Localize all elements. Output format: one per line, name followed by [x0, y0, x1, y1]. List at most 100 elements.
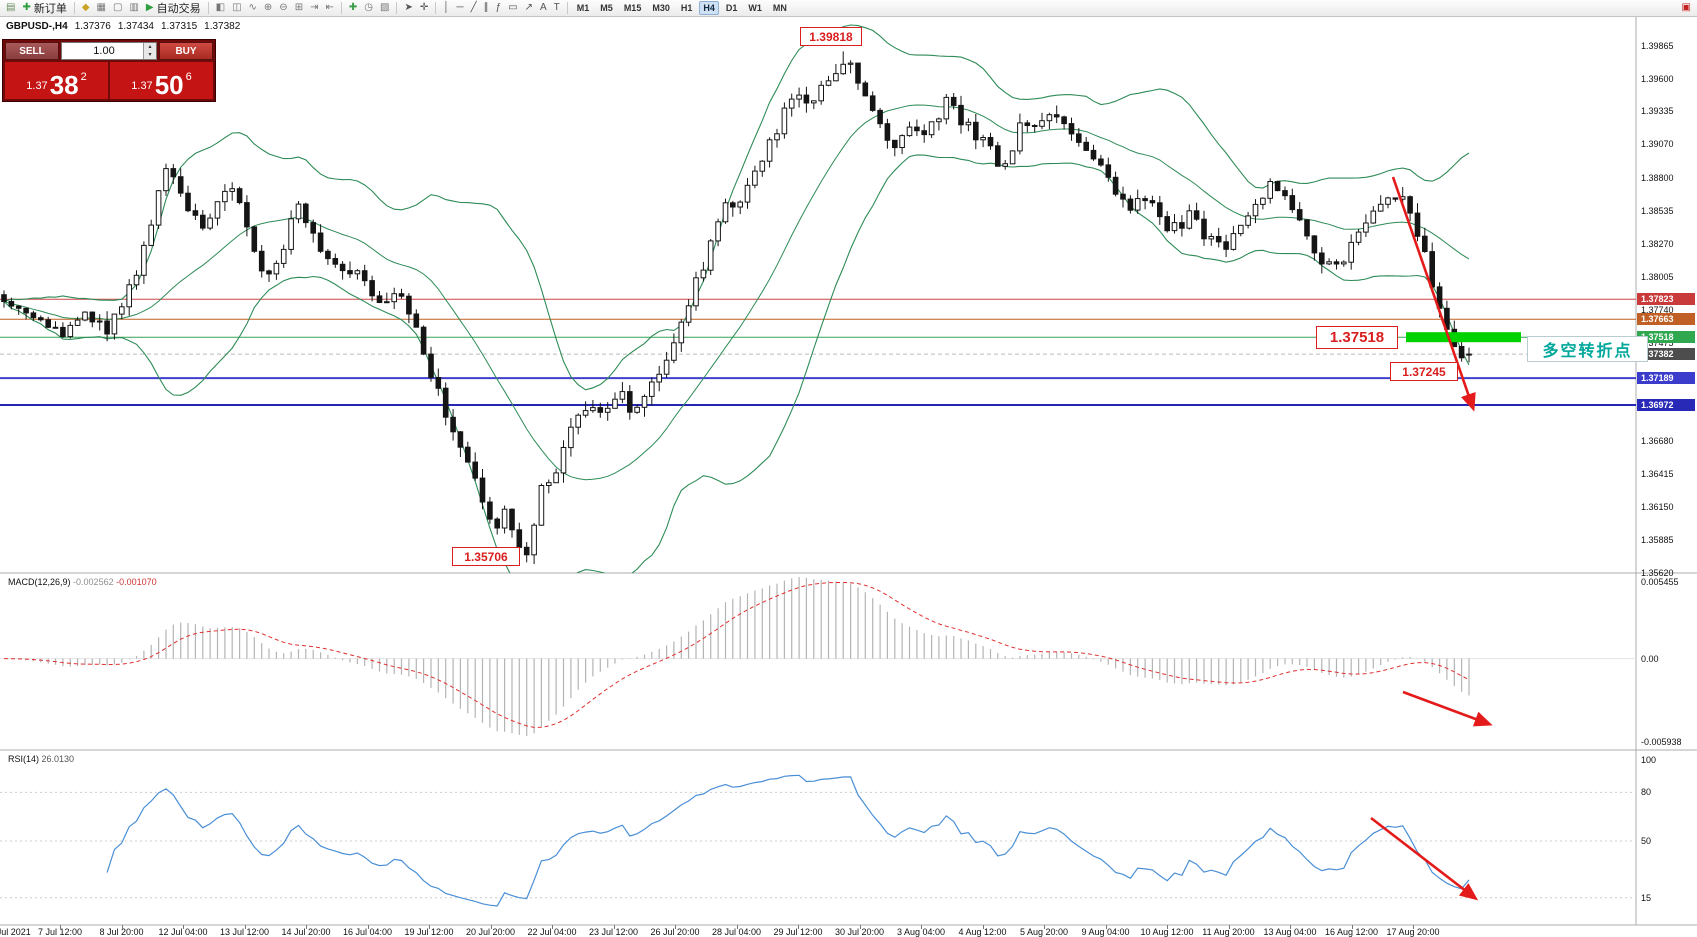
text-label-icon[interactable]: T — [551, 1, 563, 16]
price-axis-tick: 1.37475 — [1641, 338, 1674, 348]
timeframe-h4-button[interactable]: H4 — [699, 1, 719, 15]
price-axis-tick: 1.36415 — [1641, 469, 1674, 479]
rsi-axis-tick: 100 — [1641, 755, 1657, 765]
price-axis-tick: 1.38800 — [1641, 173, 1674, 183]
time-axis-tick — [736, 925, 738, 929]
indicators-icon[interactable]: ✚ — [346, 1, 360, 16]
text-tool-icon[interactable]: A — [537, 1, 550, 16]
note-callout[interactable]: 多空转折点 — [1527, 336, 1648, 362]
high-value: 1.37434 — [117, 21, 154, 32]
symbol-period-label: GBPUSD-,H4 — [6, 21, 68, 32]
time-axis-tick — [244, 925, 246, 929]
zoom-out-icon[interactable]: ⊖ — [276, 1, 290, 16]
sell-price-button[interactable]: 1.37 38 2 — [5, 62, 108, 99]
autotrade-button[interactable]: ▶ 自动交易 — [143, 1, 204, 16]
bar-chart-icon[interactable]: ◧ — [213, 1, 228, 16]
trendline-icon[interactable]: ╱ — [468, 1, 480, 16]
new-chart-icon[interactable]: ▤ — [3, 1, 18, 16]
price-axis-tick: 1.35885 — [1641, 535, 1674, 545]
volume-down-button[interactable]: ▾ — [144, 51, 156, 59]
time-axis-label: 3 Aug 04:00 — [896, 927, 946, 937]
shapes-icon: ▭ — [508, 2, 518, 13]
time-axis-tick — [859, 925, 861, 929]
buy-price-big: 50 — [154, 69, 184, 100]
volume-input[interactable] — [62, 44, 156, 58]
zoom-out-icon: ⊖ — [279, 2, 288, 13]
price-callout[interactable]: 1.39818 — [800, 27, 862, 46]
market-watch-icon[interactable]: ▦ — [94, 1, 109, 16]
timeframe-m15-button[interactable]: M15 — [623, 3, 642, 13]
low-value: 1.37315 — [161, 21, 198, 32]
price-callout[interactable]: 1.37245 — [1390, 362, 1458, 381]
templates-icon[interactable]: ▧ — [377, 1, 392, 16]
time-axis-tick — [1228, 925, 1230, 929]
time-axis-tick — [429, 925, 430, 929]
vertical-line-icon[interactable]: │ — [440, 1, 452, 16]
time-axis-label: 22 Jul 04:00 — [527, 927, 577, 937]
sell-price-prefix: 1.37 — [26, 80, 48, 92]
crosshair-icon[interactable]: ✛ — [417, 1, 431, 16]
crosshair-icon: ✛ — [419, 2, 429, 13]
auto-scroll-icon[interactable]: ⇥ — [307, 1, 321, 16]
volume-up-button[interactable]: ▴ — [144, 43, 156, 51]
macd-axis-tick: -0.005938 — [1641, 737, 1682, 747]
arrows-tool-icon: ↗ — [524, 2, 533, 13]
timeframe-m1-button[interactable]: M1 — [576, 3, 590, 13]
fibonacci-icon: ƒ — [495, 2, 502, 13]
price-callout[interactable]: 1.37518 — [1316, 326, 1398, 349]
time-axis-label: 16 Aug 12:00 — [1324, 927, 1379, 937]
profiles-icon[interactable]: ◆ — [79, 1, 93, 16]
autotrade-button-label: 自动交易 — [156, 3, 201, 15]
line-chart-icon[interactable]: ∿ — [246, 1, 260, 16]
toolbar-separator — [435, 2, 437, 14]
navigator-icon[interactable]: ▥ — [126, 1, 141, 16]
toolbar-separator — [566, 2, 568, 14]
rsi-axis-tick: 80 — [1641, 787, 1652, 797]
time-axis-tick — [798, 925, 799, 929]
volume-spinner: ▴ ▾ — [143, 43, 156, 59]
sell-button[interactable]: SELL — [5, 42, 59, 60]
shapes-icon[interactable]: ▭ — [505, 1, 520, 16]
time-axis-tick — [552, 925, 553, 929]
arrows-tool-icon[interactable]: ↗ — [522, 1, 536, 16]
new-order-button[interactable]: ✚ 新订单 — [19, 1, 69, 16]
indicators-icon: ✚ — [348, 2, 358, 13]
time-axis-tick — [1044, 925, 1045, 929]
price-callout[interactable]: 1.35706 — [452, 547, 520, 566]
zoom-in-icon[interactable]: ⊕ — [261, 1, 275, 16]
data-window-icon[interactable]: ▢ — [110, 1, 125, 16]
time-axis-label: 29 Jul 12:00 — [773, 927, 823, 937]
time-axis-label: 5 Aug 20:00 — [1019, 927, 1069, 937]
time-axis-label: 16 Jul 04:00 — [342, 927, 393, 937]
timeframe-mn-button[interactable]: MN — [772, 3, 787, 13]
fibonacci-icon[interactable]: ƒ — [493, 1, 505, 16]
toolbar-separator — [73, 2, 75, 14]
chart-shift-icon[interactable]: ⇤ — [322, 1, 336, 16]
cursor-icon[interactable]: ➤ — [401, 1, 415, 16]
tile-windows-icon[interactable]: ⊞ — [292, 1, 306, 16]
price-axis-tick: 1.39865 — [1641, 41, 1674, 51]
time-axis-label: 12 Jul 04:00 — [158, 927, 208, 937]
timeframe-h1-button[interactable]: H1 — [680, 3, 693, 13]
buy-price-button[interactable]: 1.37 50 6 — [110, 62, 213, 99]
price-axis-tick: 1.35620 — [1641, 568, 1674, 578]
buy-button[interactable]: BUY — [159, 42, 213, 60]
price-axis-tick: 1.38270 — [1641, 239, 1674, 249]
timeframe-m30-button[interactable]: M30 — [652, 3, 670, 13]
time-axis-tick — [1105, 925, 1107, 929]
channel-icon[interactable]: ∥ — [481, 1, 492, 16]
time-axis-tick — [1290, 925, 1291, 929]
timeframe-d1-button[interactable]: D1 — [725, 3, 738, 13]
price-axis-tick: 1.37740 — [1641, 305, 1674, 315]
time-axis-tick — [183, 925, 184, 929]
timeframe-w1-button[interactable]: W1 — [748, 3, 762, 13]
zoom-in-icon: ⊕ — [263, 2, 273, 13]
price-axis-badge: 1.36972 — [1637, 399, 1695, 411]
periods-icon[interactable]: ◷ — [361, 1, 376, 16]
candlestick-chart-icon[interactable]: ◫ — [229, 1, 244, 16]
toolbar-corner-icon[interactable]: ▣ — [1679, 1, 1694, 16]
horizontal-line-icon[interactable]: ─ — [453, 1, 466, 16]
timeframe-m5-button[interactable]: M5 — [600, 3, 613, 13]
